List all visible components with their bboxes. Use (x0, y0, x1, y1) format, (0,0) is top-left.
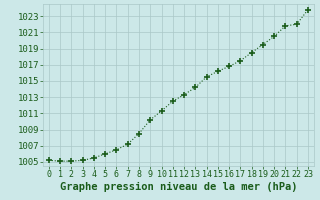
X-axis label: Graphe pression niveau de la mer (hPa): Graphe pression niveau de la mer (hPa) (60, 182, 297, 192)
